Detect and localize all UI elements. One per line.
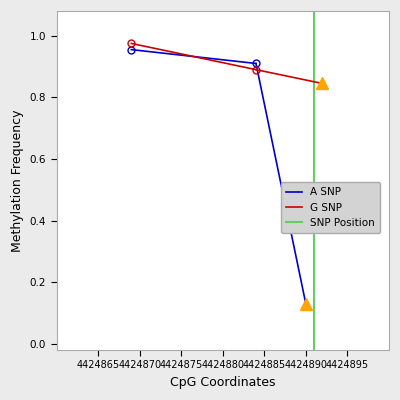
X-axis label: CpG Coordinates: CpG Coordinates: [170, 376, 276, 389]
Y-axis label: Methylation Frequency: Methylation Frequency: [11, 109, 24, 252]
Legend: A SNP, G SNP, SNP Position: A SNP, G SNP, SNP Position: [281, 182, 380, 233]
